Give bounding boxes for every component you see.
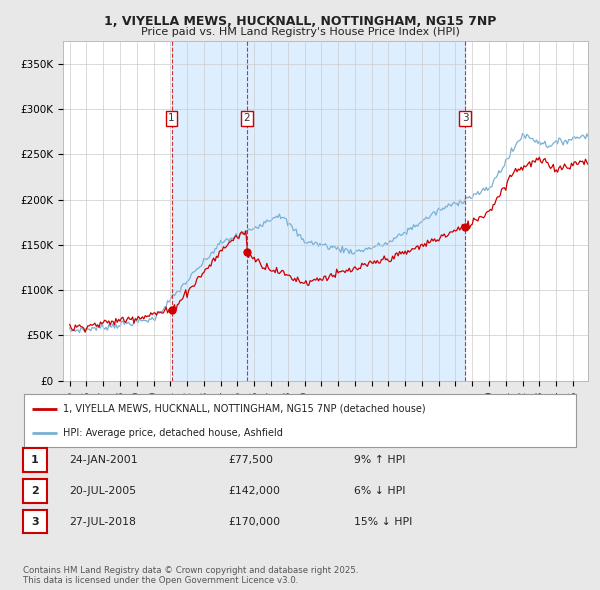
Bar: [247, 41, 465, 381]
Text: 1, VIYELLA MEWS, HUCKNALL, NOTTINGHAM, NG15 7NP: 1, VIYELLA MEWS, HUCKNALL, NOTTINGHAM, N…: [104, 15, 496, 28]
Text: 27-JUL-2018: 27-JUL-2018: [69, 517, 136, 526]
Text: 24-JAN-2001: 24-JAN-2001: [69, 455, 137, 465]
Text: 3: 3: [31, 517, 38, 526]
Text: Price paid vs. HM Land Registry's House Price Index (HPI): Price paid vs. HM Land Registry's House …: [140, 27, 460, 37]
Text: 2: 2: [244, 113, 250, 123]
Text: 6% ↓ HPI: 6% ↓ HPI: [354, 486, 406, 496]
Text: HPI: Average price, detached house, Ashfield: HPI: Average price, detached house, Ashf…: [62, 428, 283, 438]
Text: 1, VIYELLA MEWS, HUCKNALL, NOTTINGHAM, NG15 7NP (detached house): 1, VIYELLA MEWS, HUCKNALL, NOTTINGHAM, N…: [62, 404, 425, 414]
Text: 15% ↓ HPI: 15% ↓ HPI: [354, 517, 412, 526]
Text: £142,000: £142,000: [228, 486, 280, 496]
Text: 3: 3: [462, 113, 469, 123]
Text: 1: 1: [31, 455, 38, 465]
Text: £77,500: £77,500: [228, 455, 273, 465]
Text: 1: 1: [168, 113, 175, 123]
Text: 20-JUL-2005: 20-JUL-2005: [69, 486, 136, 496]
Text: 2: 2: [31, 486, 38, 496]
Text: 9% ↑ HPI: 9% ↑ HPI: [354, 455, 406, 465]
Text: £170,000: £170,000: [228, 517, 280, 526]
Bar: [172, 41, 247, 381]
Text: Contains HM Land Registry data © Crown copyright and database right 2025.
This d: Contains HM Land Registry data © Crown c…: [23, 566, 358, 585]
